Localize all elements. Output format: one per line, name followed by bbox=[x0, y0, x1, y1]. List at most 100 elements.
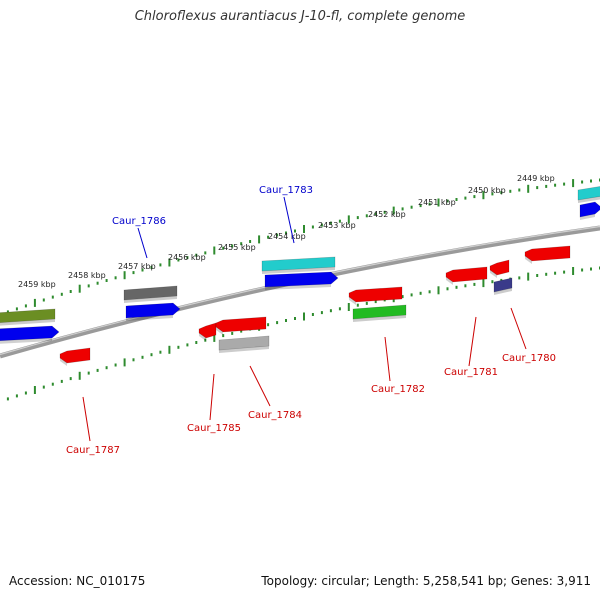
outer-minor-tick bbox=[267, 235, 270, 239]
gene-red-1785 bbox=[198, 322, 217, 339]
gene-red-1780a bbox=[489, 259, 510, 276]
inner-minor-tick bbox=[24, 391, 27, 395]
inner-minor-tick bbox=[473, 282, 476, 286]
inner-minor-tick bbox=[186, 343, 189, 347]
outer-minor-tick bbox=[15, 307, 18, 311]
inner-minor-tick bbox=[15, 394, 18, 398]
scale-label: 2451 kbp bbox=[418, 198, 456, 207]
inner-minor-tick bbox=[590, 267, 592, 271]
leader-line bbox=[209, 373, 215, 421]
inner-major-tick bbox=[33, 386, 36, 394]
inner-major-tick bbox=[123, 358, 126, 367]
scale-label: 2456 kbp bbox=[168, 253, 206, 262]
gene-red-1782a-shade bbox=[349, 297, 356, 305]
outer-major-tick bbox=[78, 284, 81, 293]
inner-minor-tick bbox=[141, 355, 144, 359]
gene-label: Caur_1785 bbox=[187, 423, 241, 434]
inner-major-tick bbox=[437, 286, 440, 295]
gene-labels: Caur_1786 Caur_1783 Caur_1787 Caur_1785 Caur… bbox=[66, 185, 556, 456]
gene-grey-1784-shade bbox=[219, 346, 269, 353]
outer-minor-tick bbox=[249, 240, 252, 243]
gene-red-1785-shade bbox=[199, 333, 206, 341]
outer-major-tick bbox=[572, 179, 575, 188]
gene-red-1781-shade bbox=[446, 277, 453, 285]
outer-major-tick bbox=[258, 235, 261, 244]
inner-minor-tick bbox=[285, 319, 287, 322]
outer-minor-tick bbox=[276, 233, 279, 237]
genome-backbone bbox=[0, 225, 600, 359]
scale-label: 2454 kbp bbox=[268, 232, 306, 241]
scale-labels: 2459 kbp 2458 kbp 2457 kbp 2456 kbp 2455 kbp… bbox=[18, 174, 555, 289]
outer-minor-tick bbox=[60, 292, 63, 296]
accession-label: Accession: NC_010175 bbox=[9, 574, 146, 588]
outer-minor-tick bbox=[518, 188, 521, 192]
outer-major-tick bbox=[482, 191, 485, 200]
gene-olive-shade bbox=[0, 319, 55, 326]
inner-minor-tick bbox=[329, 309, 332, 313]
inner-minor-tick bbox=[159, 350, 162, 354]
outer-minor-tick bbox=[114, 276, 117, 280]
outer-minor-tick bbox=[563, 182, 566, 186]
outer-major-tick bbox=[168, 258, 171, 267]
inner-minor-tick bbox=[69, 377, 72, 381]
outer-minor-tick bbox=[96, 281, 99, 285]
outer-minor-tick bbox=[150, 266, 153, 269]
inner-minor-tick bbox=[536, 274, 539, 277]
gene-cyan-1783-shade bbox=[262, 267, 335, 274]
leader-line bbox=[82, 396, 91, 442]
inner-minor-tick bbox=[320, 311, 323, 315]
gene-label: Caur_1782 bbox=[371, 384, 425, 395]
outer-minor-tick bbox=[240, 242, 243, 246]
gene-label: Caur_1780 bbox=[502, 353, 556, 364]
outer-minor-tick bbox=[132, 271, 135, 275]
inner-major-tick bbox=[572, 267, 575, 275]
outer-minor-tick bbox=[204, 251, 207, 255]
inner-major-tick bbox=[78, 371, 81, 380]
inner-minor-tick bbox=[267, 323, 270, 327]
inner-minor-tick bbox=[464, 284, 467, 288]
inner-minor-tick bbox=[338, 307, 341, 311]
gene-grey-1786 bbox=[123, 285, 178, 301]
leader-line bbox=[283, 196, 295, 244]
outer-major-tick bbox=[527, 184, 530, 193]
inner-minor-tick bbox=[446, 287, 449, 291]
outer-minor-tick bbox=[6, 310, 9, 314]
gene-red-1785b-shade bbox=[216, 327, 223, 335]
inner-minor-tick bbox=[195, 341, 198, 344]
label-leader-lines bbox=[82, 196, 527, 442]
leader-line bbox=[510, 307, 527, 350]
gene-blue-1783b bbox=[264, 271, 339, 288]
outer-minor-tick bbox=[24, 304, 27, 308]
inner-major-tick bbox=[347, 303, 350, 311]
outer-major-tick bbox=[213, 246, 216, 255]
outer-minor-tick bbox=[374, 212, 377, 216]
genome-summary: Topology: circular; Length: 5,258,541 bp… bbox=[261, 574, 591, 588]
gene-red-1787 bbox=[59, 347, 91, 364]
outer-minor-tick bbox=[455, 198, 458, 201]
inner-minor-tick bbox=[51, 382, 54, 386]
gene-cyan-right bbox=[577, 186, 600, 201]
scale-label: 2458 kbp bbox=[68, 271, 106, 280]
outer-minor-tick bbox=[159, 263, 162, 267]
gene-label: Caur_1786 bbox=[112, 216, 166, 227]
outer-minor-tick bbox=[428, 202, 431, 206]
leader-line bbox=[468, 316, 477, 367]
outer-minor-tick bbox=[69, 290, 72, 293]
outer-major-tick bbox=[303, 225, 305, 233]
outer-major-tick bbox=[392, 206, 395, 215]
inner-minor-tick bbox=[365, 301, 368, 305]
outer-minor-tick bbox=[500, 191, 503, 195]
outer-minor-tick bbox=[285, 231, 287, 235]
inner-minor-tick bbox=[60, 379, 63, 383]
inner-minor-tick bbox=[545, 272, 548, 276]
gene-label: Caur_1783 bbox=[259, 185, 313, 196]
outer-minor-tick bbox=[231, 244, 234, 248]
outer-minor-tick bbox=[311, 225, 314, 229]
gene-blue-left bbox=[0, 325, 60, 342]
leader-line bbox=[137, 227, 148, 259]
gene-red-1780a-shade bbox=[490, 270, 497, 278]
outer-minor-tick bbox=[356, 216, 359, 220]
outer-minor-tick bbox=[464, 196, 467, 200]
outer-minor-tick bbox=[410, 205, 413, 209]
inner-minor-tick bbox=[87, 371, 90, 375]
